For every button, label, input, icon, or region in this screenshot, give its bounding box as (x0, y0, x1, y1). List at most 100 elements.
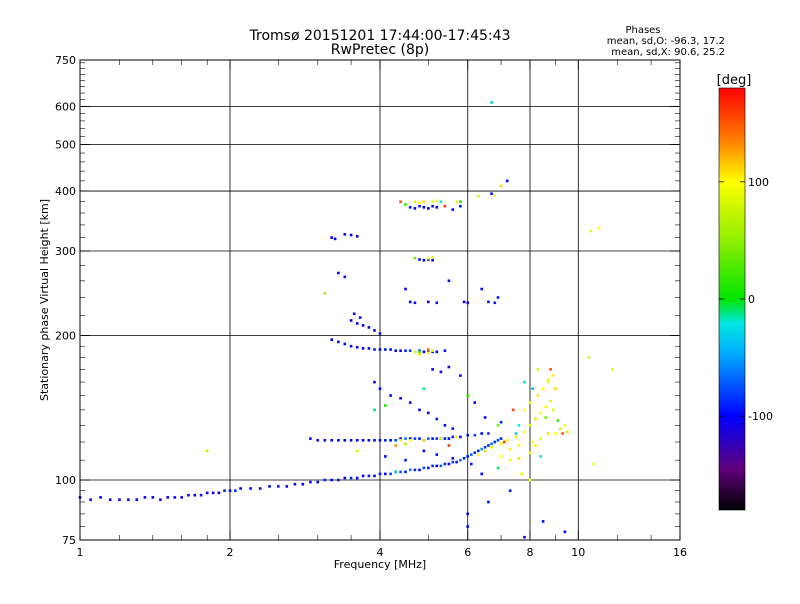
data-point-o (480, 432, 483, 435)
data-point-o (431, 258, 434, 262)
data-point-o (337, 439, 340, 442)
data-point-o (373, 329, 376, 332)
data-point-o (466, 433, 469, 437)
x-tick-label: 6 (464, 546, 471, 559)
data-point-o (493, 440, 497, 444)
data-point-other (447, 444, 451, 447)
data-point-o (217, 491, 221, 495)
data-point-o (451, 460, 455, 464)
data-point-x (439, 437, 443, 440)
colorbar-unit-label: [deg] (717, 73, 752, 88)
data-point-other (443, 204, 447, 208)
data-point-o (399, 470, 402, 474)
data-point-o (408, 300, 412, 304)
data-point-other (531, 387, 534, 390)
data-point-x (528, 451, 532, 454)
data-point-other (439, 200, 443, 203)
data-point-o (384, 348, 387, 351)
data-point-o (404, 287, 407, 291)
data-point-x (427, 351, 430, 355)
data-point-o (199, 493, 203, 497)
data-point-o (439, 464, 443, 468)
data-point-o (330, 338, 333, 341)
data-point-o (427, 466, 430, 470)
data-point-o (418, 408, 421, 412)
data-point-o (187, 493, 190, 497)
data-point-o (418, 258, 421, 261)
data-point-other (514, 432, 518, 435)
data-point-x (205, 449, 209, 453)
data-point-o (447, 437, 451, 440)
data-point-o (473, 401, 477, 404)
data-point-o (470, 453, 473, 456)
data-point-o (399, 437, 402, 440)
data-point-o (239, 487, 242, 490)
stats-x-mode: mean, sd,X: 90.6, 25.2 (611, 47, 725, 58)
data-point-o (355, 439, 359, 442)
x-tick-label: 8 (527, 546, 534, 559)
data-point-o (384, 439, 387, 442)
data-point-o (378, 472, 382, 476)
data-point-o (316, 480, 319, 484)
data-point-o (361, 347, 365, 350)
data-point-o (490, 442, 493, 446)
data-point-o (505, 179, 509, 183)
data-point-x (549, 399, 552, 403)
data-point-o (378, 387, 382, 390)
x-axis-label: Frequency [MHz] (334, 558, 426, 571)
data-point-o (480, 472, 483, 476)
data-point-o (355, 235, 359, 238)
data-point-x (355, 449, 359, 453)
data-point-o (439, 370, 443, 374)
data-point-o (277, 485, 280, 488)
data-point-x (597, 226, 601, 230)
data-point-o (309, 480, 312, 484)
data-point-o (413, 301, 417, 305)
data-point-x (528, 424, 532, 427)
x-tick-label: 4 (377, 546, 384, 559)
data-point-o (399, 397, 402, 400)
data-point-o (268, 485, 271, 488)
data-point-o (443, 349, 447, 352)
data-point-o (487, 300, 490, 304)
data-point-o (427, 207, 430, 210)
data-point-x (399, 439, 402, 442)
y-tick-label: 400 (55, 185, 76, 198)
data-point-o (487, 500, 490, 504)
data-point-o (499, 437, 503, 440)
data-point-o (389, 472, 392, 476)
data-point-x (536, 394, 540, 397)
data-point-other (404, 203, 407, 206)
colorbar-tick-label: 0 (748, 293, 755, 306)
data-point-o (483, 416, 487, 419)
data-point-o (480, 447, 483, 451)
data-point-o (159, 498, 162, 501)
data-point-o (151, 496, 155, 499)
data-point-other (394, 444, 397, 447)
chart-title: Tromsø 20151201 17:44:00-17:45:43 (249, 28, 511, 44)
data-point-o (373, 439, 376, 442)
data-point-x (323, 291, 327, 295)
data-point-o (223, 489, 226, 492)
data-point-x (536, 368, 540, 371)
data-point-x (541, 387, 545, 390)
data-point-o (408, 349, 412, 352)
data-point-o (483, 446, 487, 449)
data-point-x (483, 449, 487, 453)
data-point-o (166, 496, 169, 499)
data-point-o (404, 458, 407, 462)
data-point-other (394, 470, 397, 474)
data-point-x (539, 437, 542, 440)
data-point-o (349, 233, 353, 237)
data-point-x (418, 352, 421, 356)
data-point-o (378, 439, 382, 442)
data-point-o (389, 394, 392, 397)
data-point-x (422, 200, 426, 203)
chart-subtitle: RwPretec (8p) (331, 42, 429, 58)
data-point-o (451, 435, 455, 439)
data-point-other (427, 348, 430, 351)
data-point-o (443, 437, 447, 440)
data-point-o (355, 346, 359, 349)
data-point-x (418, 201, 421, 205)
